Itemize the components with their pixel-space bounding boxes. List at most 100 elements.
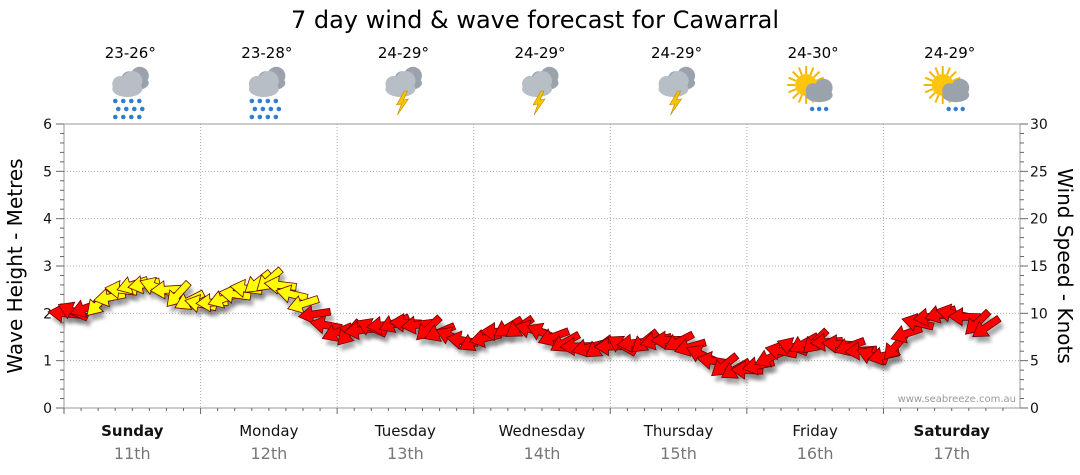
sun-ray [815, 76, 825, 82]
cloud-part [814, 78, 833, 97]
wind-arrow [972, 314, 1002, 338]
left-tick-label: 0 [43, 401, 52, 417]
wind-arrow [901, 312, 935, 332]
sun-ray [928, 92, 936, 100]
rain-drop [112, 114, 118, 120]
wind-arrow [287, 295, 320, 314]
rain-drop [273, 98, 279, 104]
day-label: Thursday [643, 422, 714, 440]
cloud-part [258, 71, 279, 91]
rain-drop [816, 106, 822, 112]
date-label: 15th [660, 444, 697, 463]
rain-drop [273, 114, 279, 120]
wind-arrow [571, 338, 605, 358]
right-axis-title: Wind Speed - Knots [1053, 168, 1077, 364]
day-label: Sunday [101, 422, 164, 440]
left-axis-title: Wave Height - Metres [3, 158, 27, 373]
grid-lines [64, 124, 1020, 408]
rain-cloud-icon [112, 66, 149, 120]
rain-drop [257, 98, 263, 104]
rain-drop [112, 98, 118, 104]
wind-arrow [149, 280, 184, 300]
sun-ray [934, 94, 940, 103]
left-tick-label: 4 [43, 212, 52, 228]
right-axis: 0 5 10 15 20 25 30 [1020, 117, 1048, 417]
temperature-label: 24-29° [651, 44, 702, 62]
day-label: Saturday [914, 422, 991, 440]
rain-cloud-icon [248, 66, 286, 120]
rain-drop [252, 106, 258, 112]
left-tick-label: 2 [43, 306, 52, 322]
rain-drop [953, 106, 958, 112]
rain-drop [120, 98, 126, 104]
left-tick-label: 6 [43, 117, 52, 133]
rain-drop [128, 114, 134, 120]
day-label: Friday [792, 422, 838, 440]
rain-drop [136, 98, 142, 104]
date-label: 14th [524, 444, 561, 463]
temperature-label: 24-29° [514, 44, 565, 62]
cloud-part [668, 71, 689, 91]
rain-drop [249, 114, 255, 120]
right-tick-label: 5 [1030, 354, 1039, 370]
watermark: www.seabreeze.com.au [898, 394, 1016, 405]
temperature-row: 23-26° 23-28° 24-29° 24-29° 24-29° 24-30° 24-2… [105, 44, 976, 62]
right-tick-label: 15 [1030, 259, 1048, 275]
rain-drop [946, 106, 951, 112]
sun-ray [924, 76, 933, 82]
sun-ray [949, 70, 957, 78]
right-tick-label: 20 [1030, 212, 1048, 228]
rain-drop [265, 98, 271, 104]
wind-arrow-series [47, 266, 1002, 380]
rain-drop [257, 114, 263, 120]
wind-arrow [947, 307, 981, 327]
rain-drop [809, 106, 815, 112]
date-label: 17th [933, 444, 970, 463]
sun-ray [788, 76, 797, 82]
storm-cloud-icon [522, 66, 559, 116]
sun-ray [945, 67, 951, 76]
rain-drop [260, 106, 266, 112]
date-label: 11th [114, 444, 151, 463]
sun-ray [792, 70, 800, 78]
wind-arrow [650, 330, 684, 350]
day-label: Tuesday [374, 422, 436, 440]
sun-ray [797, 67, 803, 76]
rain-drop [131, 106, 137, 112]
sun-ray [813, 70, 821, 78]
rain-drop [136, 114, 142, 120]
cloud-part [532, 71, 552, 91]
date-label: 13th [387, 444, 424, 463]
cloud-part [122, 71, 143, 91]
wind-arrow [400, 315, 434, 335]
lightning-bolt [532, 90, 546, 116]
sun-shower-icon [923, 66, 970, 112]
rain-drop [139, 106, 145, 112]
rain-drop [123, 106, 129, 112]
sun-ray [797, 94, 803, 103]
sun-ray [928, 70, 936, 78]
rain-drop [120, 114, 126, 120]
sun-ray [788, 88, 797, 94]
sun-ray [809, 67, 815, 76]
rain-drop [249, 98, 255, 104]
left-tick-label: 3 [43, 259, 52, 275]
weather-icon-row [112, 66, 970, 120]
storm-cloud-icon [385, 66, 422, 116]
rain-drop [823, 106, 829, 112]
left-tick-label: 1 [43, 354, 52, 370]
right-tick-label: 30 [1030, 117, 1048, 133]
cloud-part [951, 78, 970, 97]
right-tick-label: 10 [1030, 306, 1048, 322]
right-tick-label: 0 [1030, 401, 1039, 417]
chart-title: 7 day wind & wave forecast for Cawarral [291, 6, 779, 34]
day-label: Monday [239, 422, 298, 440]
left-axis: 0 1 2 3 4 5 6 [43, 117, 64, 417]
sun-ray [934, 67, 940, 76]
temperature-label: 24-30° [788, 44, 839, 62]
rain-drop [268, 106, 274, 112]
right-tick-label: 25 [1030, 164, 1048, 180]
temperature-label: 24-29° [378, 44, 429, 62]
rain-drop [128, 98, 134, 104]
